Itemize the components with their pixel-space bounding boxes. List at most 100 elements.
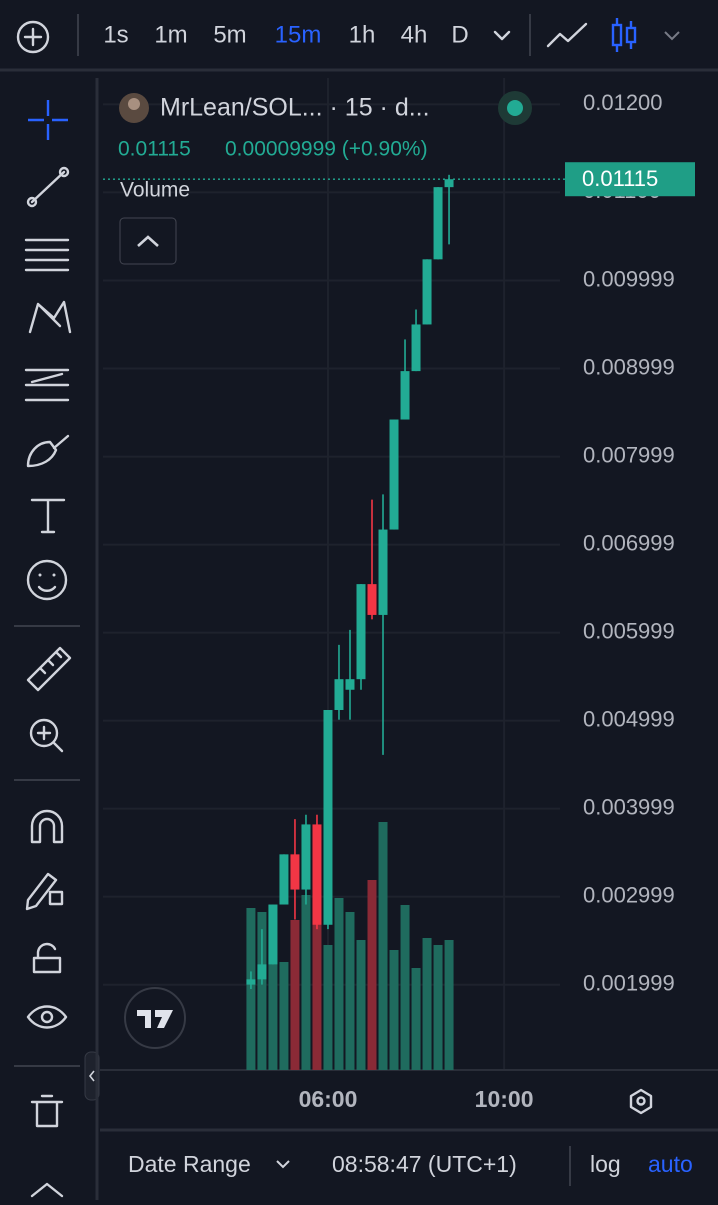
candle-body — [279, 854, 289, 905]
interval-button[interactable]: 1m — [154, 21, 187, 48]
brush-tool[interactable] — [26, 434, 70, 468]
ruler-tool[interactable] — [26, 646, 72, 692]
emoji-tool[interactable] — [26, 559, 68, 601]
lock-drawings-tool[interactable] — [25, 872, 64, 911]
last-price-tag — [565, 162, 695, 197]
volume-bar — [323, 945, 333, 1070]
emoji-eye — [38, 573, 42, 577]
delete-tool[interactable] — [30, 1094, 64, 1128]
chart-type-dropdown[interactable] — [664, 31, 680, 41]
clock[interactable]: 08:58:47 (UTC+1) — [332, 1151, 517, 1177]
y-tick-label: 0.007999 — [583, 442, 675, 467]
chart-settings[interactable] — [629, 1088, 653, 1115]
footer: Date Range 08:58:47 (UTC+1) log auto — [100, 1128, 718, 1186]
volume-bar — [257, 912, 267, 1070]
collapse-arrow — [88, 1070, 95, 1082]
trend-line-tool[interactable] — [30, 170, 66, 204]
candle-body — [334, 679, 344, 710]
collapse-legend[interactable] — [119, 217, 177, 265]
interval-button[interactable]: 1h — [349, 21, 376, 48]
candle-icon — [615, 18, 633, 52]
last-price-label: 0.01115 — [582, 166, 658, 191]
fib-tool[interactable] — [24, 238, 70, 272]
date-range-button[interactable]: Date Range — [128, 1151, 251, 1177]
symbol-title[interactable]: MrLean/SOL... · 15 · d... — [160, 94, 430, 122]
eye-pupil — [40, 1010, 54, 1024]
volume-bar — [444, 940, 454, 1070]
zoom-tool[interactable] — [29, 718, 59, 748]
forecast-tool[interactable] — [24, 368, 70, 402]
y-tick-label: 0.002999 — [583, 882, 675, 907]
emoji-eye — [52, 573, 56, 577]
candle-body — [246, 979, 256, 985]
top-toolbar: 1s 1m 5m 15m 1h 4h D — [0, 14, 718, 72]
candle-body — [389, 419, 399, 530]
candle-body — [268, 904, 278, 965]
candle-body — [345, 679, 355, 690]
caret-up — [137, 235, 159, 247]
volume-label: Volume — [120, 179, 190, 202]
volume-bar — [411, 968, 421, 1070]
tradingview-logo[interactable] — [124, 987, 186, 1049]
volume-bar — [345, 912, 355, 1070]
emoji-smile — [37, 585, 57, 592]
interval-button[interactable]: 5m — [213, 21, 246, 48]
volume-bar — [290, 920, 300, 1070]
candle-body — [301, 824, 311, 890]
log-toggle[interactable]: log — [590, 1151, 621, 1177]
y-tick-label: 0.009999 — [583, 266, 675, 291]
volume-bar — [301, 895, 311, 1070]
price-change: 0.00009999 (+0.90%) — [225, 138, 428, 161]
interval-button[interactable]: 4h — [401, 21, 428, 48]
volume-bar — [400, 905, 410, 1070]
volume-bar — [433, 945, 443, 1070]
volume-bar — [279, 962, 289, 1070]
add-icon — [23, 27, 43, 47]
y-tick-label: 0.005999 — [583, 618, 675, 643]
candle-body — [422, 259, 432, 325]
pattern-tool[interactable] — [28, 300, 72, 334]
crosshair-tool[interactable] — [28, 100, 68, 140]
y-tick-label: 0.001999 — [583, 971, 675, 996]
last-close: 0.01115 — [118, 138, 191, 161]
y-tick-label: 0.003999 — [583, 794, 675, 819]
line-chart-button[interactable] — [546, 22, 588, 48]
y-tick-label: 0.01200 — [583, 90, 663, 115]
interval-button[interactable]: D — [451, 21, 468, 48]
avatar-face — [128, 98, 140, 110]
candle-body — [411, 324, 421, 372]
tool-dot — [26, 196, 38, 208]
interval-button[interactable]: 15m — [275, 21, 322, 48]
volume-bar — [389, 950, 399, 1070]
candle-body — [290, 854, 300, 890]
volume-bar — [312, 895, 322, 1070]
y-tick-label: 0.004999 — [583, 706, 675, 731]
add-button[interactable] — [16, 20, 50, 54]
interval-button[interactable]: 1s — [103, 21, 128, 48]
candle-body — [257, 964, 267, 980]
logo — [124, 987, 186, 1049]
volume-bar — [422, 938, 432, 1070]
volume-bar — [334, 898, 344, 1070]
magnet-tool[interactable] — [30, 809, 64, 844]
text-tool[interactable] — [30, 498, 66, 534]
zoom-icon — [36, 725, 64, 753]
market-status — [507, 100, 523, 116]
hide-tool[interactable] — [26, 1005, 68, 1029]
y-tick-label: 0.008999 — [583, 354, 675, 379]
chart: 0.012000.011000.0099990.0089990.0079990.… — [100, 78, 718, 1112]
volume-bar — [378, 822, 388, 1070]
x-tick-label: 10:00 — [475, 1086, 534, 1112]
candle-body — [312, 824, 322, 925]
interval-dropdown[interactable] — [493, 30, 511, 41]
volume-bar — [356, 940, 366, 1070]
logo-mark — [137, 1010, 173, 1028]
auto-toggle[interactable]: auto — [648, 1151, 693, 1177]
candle-body — [400, 371, 410, 420]
unlock-tool[interactable] — [32, 942, 62, 974]
candle-body — [323, 709, 333, 925]
candle-chart-button[interactable] — [611, 18, 637, 52]
more-tools[interactable] — [30, 1182, 64, 1198]
interval-list: 1s 1m 5m 15m 1h 4h D — [103, 21, 468, 48]
